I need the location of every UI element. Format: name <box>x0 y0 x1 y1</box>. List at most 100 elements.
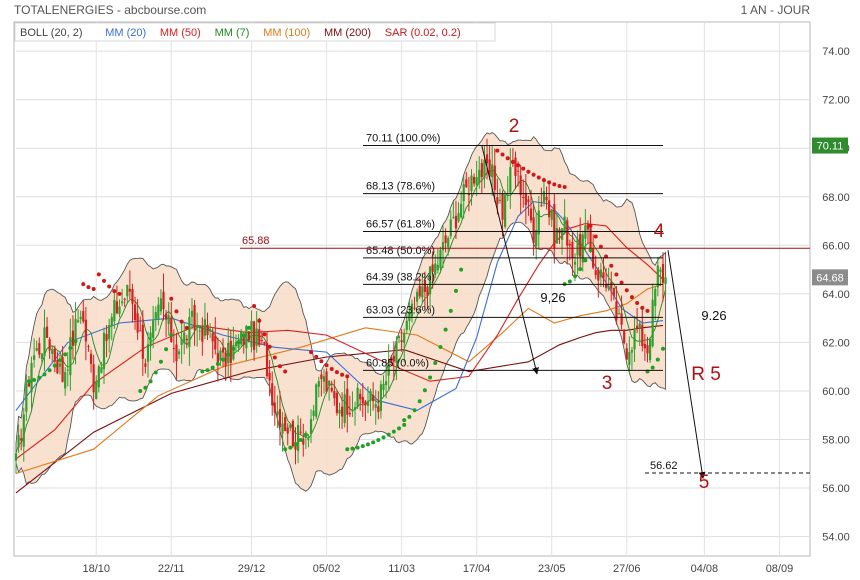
candle-body <box>516 170 520 172</box>
candle-body <box>123 298 126 300</box>
candle-body <box>579 234 582 257</box>
candle-body <box>664 277 667 284</box>
candle-body <box>361 396 364 404</box>
candle-body <box>255 328 258 346</box>
sar-dot <box>635 301 640 306</box>
fib-level-label: 60.85 (0.0%) <box>366 357 429 369</box>
sar-dot <box>288 445 293 450</box>
sar-dot <box>640 305 645 310</box>
candle-body <box>296 425 300 451</box>
candle-body <box>641 324 644 347</box>
candle-body <box>144 363 147 367</box>
candle-body <box>475 176 478 186</box>
candle-body <box>397 336 401 338</box>
candle-body <box>252 321 256 351</box>
candle-body <box>110 317 113 327</box>
sar-dot <box>96 272 101 277</box>
candle-body <box>113 300 116 322</box>
candle-body <box>260 339 263 341</box>
target-label: 56.62 <box>650 460 678 472</box>
fib-level-label: 66.57 (61.8%) <box>366 218 435 230</box>
candle-body <box>175 344 178 362</box>
sar-dot <box>360 444 365 449</box>
candle-body <box>501 193 504 220</box>
sar-dot <box>221 357 226 362</box>
legend-item: MM (20) <box>105 27 146 39</box>
sar-dot <box>272 355 277 360</box>
candle-body <box>586 223 590 230</box>
candle-body <box>258 329 261 346</box>
sar-dot <box>567 279 572 284</box>
x-tick-label: 17/04 <box>463 563 491 575</box>
candle-body <box>612 287 615 296</box>
candle-body <box>548 200 551 218</box>
candle-body <box>493 165 496 191</box>
candle-body <box>95 381 98 399</box>
wave-label-4: 4 <box>654 221 665 242</box>
x-tick-label: 08/09 <box>766 563 794 575</box>
sar-dot <box>578 267 583 272</box>
candle-body <box>82 310 85 322</box>
sar-dot <box>536 175 541 180</box>
candle-body <box>25 383 28 412</box>
candle-body <box>372 394 375 402</box>
candle-body <box>139 330 142 332</box>
candle-body <box>535 230 538 247</box>
candle-body <box>434 263 437 275</box>
candle-body <box>405 320 408 330</box>
candle-body <box>74 318 77 346</box>
candle-body <box>348 412 351 415</box>
annotation-overlays: 65.88 56.62 2 3 4 5 R 5 9,26 9.26 <box>240 116 810 493</box>
candle-body <box>428 266 432 295</box>
candle-body <box>56 359 59 374</box>
sar-dot <box>376 437 381 442</box>
x-tick-label: 29/12 <box>238 563 266 575</box>
candle-body <box>100 367 103 373</box>
sar-dot <box>143 385 148 390</box>
candle-body <box>630 349 634 353</box>
sar-dot <box>107 284 112 289</box>
candle-body <box>654 288 657 307</box>
candle-body <box>467 193 470 196</box>
candle-body <box>636 325 639 330</box>
candle-body <box>33 355 36 360</box>
candle-body <box>522 196 525 198</box>
candle-body <box>514 157 517 177</box>
sar-dot <box>174 309 179 314</box>
sar-dot <box>386 432 391 437</box>
wave-label-r5: R 5 <box>691 364 721 385</box>
candle-body <box>563 216 566 233</box>
candle-body <box>491 164 494 178</box>
candle-body <box>566 220 569 246</box>
candle-body <box>651 299 654 347</box>
candle-body <box>53 348 56 362</box>
candle-body <box>400 340 403 343</box>
candle-body <box>470 175 473 192</box>
sar-dot <box>412 408 417 413</box>
candle-body <box>66 369 69 371</box>
sar-dot <box>510 159 515 164</box>
candle-body <box>221 348 225 353</box>
sar-dot <box>443 327 448 332</box>
sar-dot <box>47 368 52 373</box>
candle-body <box>162 291 165 310</box>
candle-body <box>555 228 558 244</box>
candle-body <box>519 175 522 196</box>
candle-body <box>364 401 367 406</box>
candle-body <box>589 227 592 252</box>
candle-body <box>209 328 212 332</box>
candle-body <box>84 319 87 342</box>
candle-body <box>17 435 20 448</box>
resistance-label: 65.88 <box>242 235 270 247</box>
candle-body <box>542 191 546 204</box>
candle-body <box>498 199 502 201</box>
candle-body <box>309 419 313 435</box>
candle-body <box>524 193 527 206</box>
sar-dot <box>573 274 578 279</box>
sar-dot <box>205 368 210 373</box>
candle-body <box>126 284 129 297</box>
candle-body <box>540 205 543 207</box>
candle-body <box>643 343 646 349</box>
candle-body <box>620 313 623 325</box>
candle-body <box>201 327 204 342</box>
